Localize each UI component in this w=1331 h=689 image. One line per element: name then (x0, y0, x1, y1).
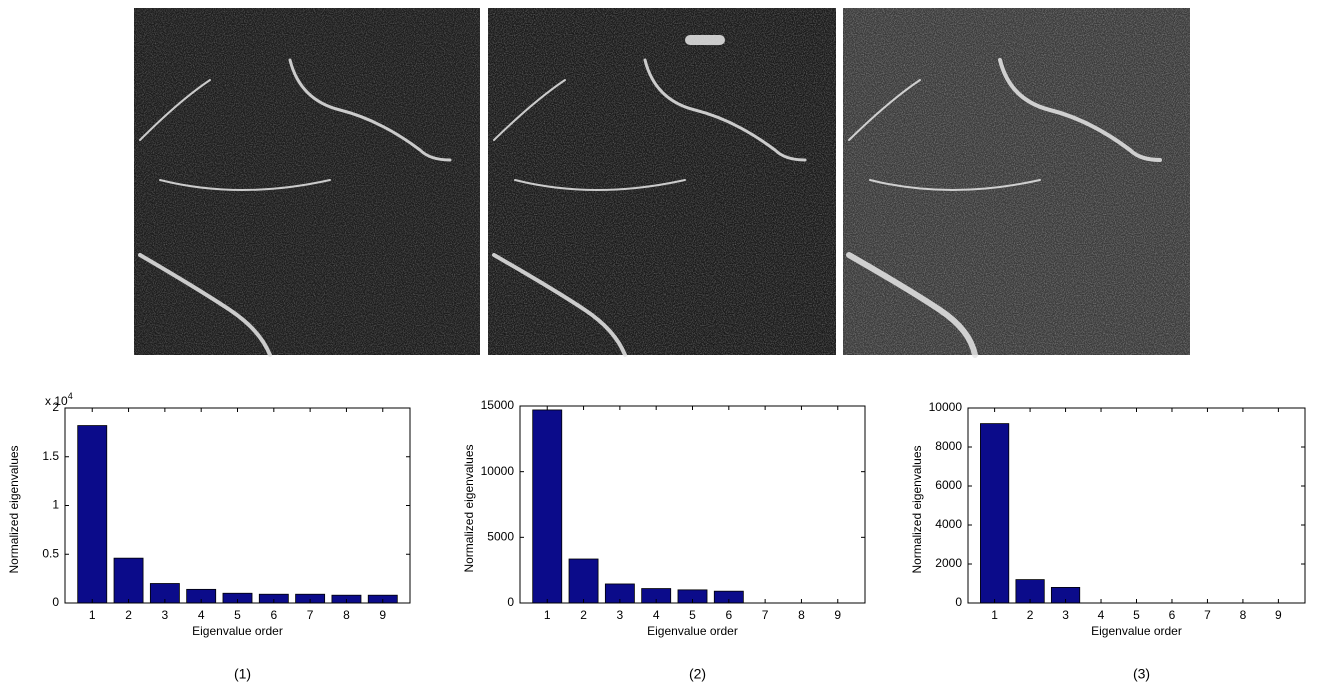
x-tick-label: 9 (834, 608, 841, 622)
y-axis-label: Normalized eigenvalues (910, 445, 924, 573)
x-tick-label: 2 (580, 608, 587, 622)
x-tick-label: 2 (125, 608, 132, 622)
y-tick-label: 2 (52, 400, 59, 414)
y-tick-label: 0 (507, 595, 514, 609)
multiplier-base: x 10 (45, 394, 68, 408)
y-tick-label: 4000 (935, 517, 962, 531)
y-tick-label: 10000 (481, 464, 515, 478)
x-tick-label: 8 (343, 608, 350, 622)
y-tick-label: 15000 (481, 398, 515, 412)
x-tick-label: 3 (617, 608, 624, 622)
bar (568, 558, 599, 604)
bar-chart: 1 2 3 4 5 6 7 8 9 0 2000 4000 6000 8000 10000 Eigenvalu… (910, 400, 1306, 682)
y-tick-label: 6000 (935, 478, 962, 492)
multiplier-power: 4 (68, 391, 73, 401)
y-tick-label: 0 (955, 595, 962, 609)
y-multiplier: x 104 (45, 391, 73, 408)
bar (77, 425, 108, 604)
x-tick-label: 5 (234, 608, 241, 622)
y-axis-label: Normalized eigenvalues (7, 445, 21, 573)
sar-image (488, 8, 836, 357)
bar (532, 409, 563, 604)
y-tick-label: 5000 (487, 530, 514, 544)
x-tick-label: 3 (1062, 608, 1069, 622)
caption: (2) (689, 666, 706, 682)
y-axis-label: Normalized eigenvalues (462, 444, 476, 572)
x-tick-label: 8 (1240, 608, 1247, 622)
axis-box (64, 407, 411, 604)
bar (980, 423, 1010, 604)
x-tick-label: 3 (162, 608, 169, 622)
x-tick-label: 6 (270, 608, 277, 622)
x-tick-label: 6 (725, 608, 732, 622)
x-tick-label: 4 (653, 608, 660, 622)
caption: (1) (234, 666, 251, 682)
x-tick-label: 6 (1169, 608, 1176, 622)
x-tick-label: 1 (991, 608, 998, 622)
x-tick-label: 9 (379, 608, 386, 622)
sar-image (134, 8, 480, 357)
sar-image (843, 8, 1190, 358)
y-tick-label: 1 (52, 498, 59, 512)
x-tick-label: 1 (89, 608, 96, 622)
x-tick-label: 8 (798, 608, 805, 622)
x-tick-label: 5 (1133, 608, 1140, 622)
bar (113, 557, 144, 604)
axis-box (519, 405, 866, 604)
y-tick-label: 2000 (935, 556, 962, 570)
x-axis-label: Eigenvalue order (1091, 624, 1182, 638)
y-tick-label: 1.5 (42, 449, 59, 463)
x-axis-label: Eigenvalue order (192, 624, 283, 638)
x-tick-label: 1 (544, 608, 551, 622)
y-tick-label: 10000 (929, 400, 963, 414)
x-tick-label: 4 (198, 608, 205, 622)
y-tick-label: 0.5 (42, 546, 59, 560)
bar-chart: 1 2 3 4 5 6 7 8 9 0 5000 10000 15000 Eigenvalue order… (462, 398, 866, 682)
axis-box (967, 407, 1306, 604)
x-tick-label: 9 (1275, 608, 1282, 622)
x-tick-label: 2 (1027, 608, 1034, 622)
x-tick-label: 4 (1098, 608, 1105, 622)
x-tick-label: 7 (307, 608, 314, 622)
x-tick-label: 7 (1204, 608, 1211, 622)
x-tick-label: 7 (762, 608, 769, 622)
x-axis-label: Eigenvalue order (647, 624, 738, 638)
y-tick-label: 8000 (935, 439, 962, 453)
y-tick-label: 0 (52, 595, 59, 609)
x-tick-label: 5 (689, 608, 696, 622)
caption: (3) (1133, 666, 1150, 682)
